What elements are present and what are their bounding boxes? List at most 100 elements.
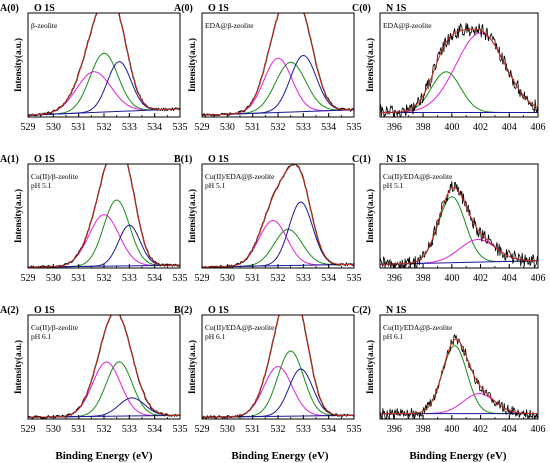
frame-C1 — [379, 163, 539, 269]
sample-label-C0: EDA@β-zeolite — [383, 21, 432, 30]
sample-label-C2: Cu(II)/EDA@β-zeolite — [383, 323, 453, 332]
peak-A1-0 — [28, 214, 180, 268]
tick-label-A0-6: 535 — [173, 122, 188, 133]
y-axis-label-A1: Intensity(a.u.) — [13, 189, 23, 243]
tick-label-B0-0: 529 — [195, 122, 210, 133]
panel-label-B0: A(0) — [174, 3, 193, 14]
panel-label-C1: C(1) — [352, 154, 371, 165]
tick-label-C0-3: 402 — [473, 122, 488, 133]
panel-title-A0: O 1S — [34, 3, 55, 14]
tick-label-C2-1: 398 — [416, 424, 431, 435]
tick-label-B1-1: 530 — [220, 273, 235, 284]
panel-title-B2: O 1S — [208, 305, 229, 316]
tick-label-A2-4: 533 — [122, 424, 137, 435]
tick-label-B2-5: 534 — [321, 424, 336, 435]
curves-C1 — [380, 181, 538, 268]
tick-label-B1-3: 532 — [271, 273, 286, 284]
tick-label-C1-5: 406 — [531, 273, 546, 284]
tick-label-B0-5: 534 — [321, 122, 336, 133]
y-axis-label-B0: Intensity(a.u.) — [187, 38, 197, 92]
tick-label-A2-2: 531 — [71, 424, 86, 435]
y-axis-label-C2: Intensity(a.u.) — [365, 340, 375, 394]
condition-label-B1: pH 5.1 — [205, 181, 226, 190]
raw-data-C1 — [380, 181, 538, 268]
panels-group: 529 530 531 532 533 534 535 A(0) O 1S β-zeolite In… — [0, 3, 546, 435]
tick-label-C0-2: 400 — [444, 122, 459, 133]
curves-C2 — [380, 333, 538, 419]
peak-A0-0 — [28, 71, 180, 116]
tick-label-A1-4: 533 — [122, 273, 137, 284]
panel-title-C0: N 1S — [386, 3, 407, 14]
peak-B1-0 — [202, 220, 354, 268]
x-axis-label-right: Binding Energy (eV) — [409, 450, 507, 462]
tick-label-B2-0: 529 — [195, 424, 210, 435]
tick-label-B2-4: 533 — [296, 424, 311, 435]
sample-label-A2: Cu(II)/β-zeolite — [31, 323, 79, 332]
y-axis-label-C0: Intensity(a.u.) — [365, 38, 375, 92]
panel-label-C0: C(0) — [352, 3, 371, 14]
condition-label-C1: pH 5.1 — [383, 181, 404, 190]
x-axis-label-middle: Binding Energy (eV) — [231, 450, 329, 462]
sample-label-B2: Cu(II)/EDA@β-zeolite — [205, 323, 275, 332]
peak-A0-2 — [28, 61, 180, 116]
tick-label-B0-1: 530 — [220, 122, 235, 133]
peak-B0-1 — [202, 61, 354, 116]
tick-label-B2-1: 530 — [220, 424, 235, 435]
peak-A1-2 — [28, 224, 180, 268]
panel-label-A2: A(2) — [0, 305, 19, 316]
fit-envelope-C0 — [380, 28, 538, 113]
raw-data-C0 — [380, 22, 538, 117]
panel-label-B1: B(1) — [174, 154, 192, 165]
raw-data-A0 — [28, 13, 180, 117]
panel-B2: 529 530 531 532 533 534 535 B(2) O 1S Cu(II)/EDA@… — [174, 305, 362, 435]
tick-label-A1-6: 535 — [173, 273, 188, 284]
peak-C0-0 — [380, 71, 538, 113]
tick-label-A1-2: 531 — [71, 273, 86, 284]
curves-C0 — [380, 22, 538, 117]
panel-title-C2: N 1S — [386, 305, 407, 316]
tick-label-A2-1: 530 — [46, 424, 61, 435]
peak-B1-2 — [202, 201, 354, 268]
tick-label-C1-3: 402 — [473, 273, 488, 284]
panel-A1: 529 530 531 532 533 534 535 A(1) O 1S Cu(II)/β-ze… — [0, 154, 188, 284]
tick-label-B1-6: 535 — [347, 273, 362, 284]
tick-label-A1-3: 532 — [97, 273, 112, 284]
tick-label-A0-3: 532 — [97, 122, 112, 133]
peak-B2-1 — [202, 350, 354, 418]
peak-A0-1 — [28, 52, 180, 116]
panel-label-A1: A(1) — [0, 154, 19, 165]
y-axis-label-A0: Intensity(a.u.) — [13, 38, 23, 92]
panel-label-B2: B(2) — [174, 305, 192, 316]
panel-title-B0: O 1S — [208, 3, 229, 14]
frame-C2 — [379, 314, 539, 420]
peak-C2-0 — [380, 345, 538, 415]
tick-label-B2-2: 531 — [245, 424, 260, 435]
y-axis-label-B1: Intensity(a.u.) — [187, 189, 197, 243]
y-axis-label-B2: Intensity(a.u.) — [187, 340, 197, 394]
tick-label-B1-0: 529 — [195, 273, 210, 284]
tick-label-B1-5: 534 — [321, 273, 336, 284]
tick-label-A2-3: 532 — [97, 424, 112, 435]
tick-label-B0-6: 535 — [347, 122, 362, 133]
tick-label-A1-5: 534 — [147, 273, 162, 284]
peak-B1-1 — [202, 228, 354, 268]
tick-label-B0-3: 532 — [271, 122, 286, 133]
tick-label-B1-4: 533 — [296, 273, 311, 284]
tick-label-B2-6: 535 — [347, 424, 362, 435]
tick-label-A2-0: 529 — [21, 424, 36, 435]
tick-label-C0-0: 396 — [387, 122, 402, 133]
tick-label-C2-4: 404 — [502, 424, 517, 435]
x-axis-label-left: Binding Energy (eV) — [55, 450, 153, 462]
tick-label-A0-0: 529 — [21, 122, 36, 133]
tick-label-B1-2: 531 — [245, 273, 260, 284]
peak-A2-2 — [28, 397, 180, 418]
panel-label-A0: A(0) — [0, 3, 19, 14]
condition-label-C2: pH 6.1 — [383, 332, 404, 341]
condition-label-A1: pH 5.1 — [31, 181, 52, 190]
fit-envelope-C1 — [380, 187, 538, 265]
y-axis-label-A2: Intensity(a.u.) — [13, 340, 23, 394]
tick-label-B2-3: 532 — [271, 424, 286, 435]
panel-C2: 396 398 400 402 404 406 C(2) N 1S Cu(II)/EDA@β-z… — [352, 305, 546, 435]
tick-label-A0-2: 531 — [71, 122, 86, 133]
sample-label-B1: Cu(II)/EDA@β-zeolite — [205, 172, 275, 181]
